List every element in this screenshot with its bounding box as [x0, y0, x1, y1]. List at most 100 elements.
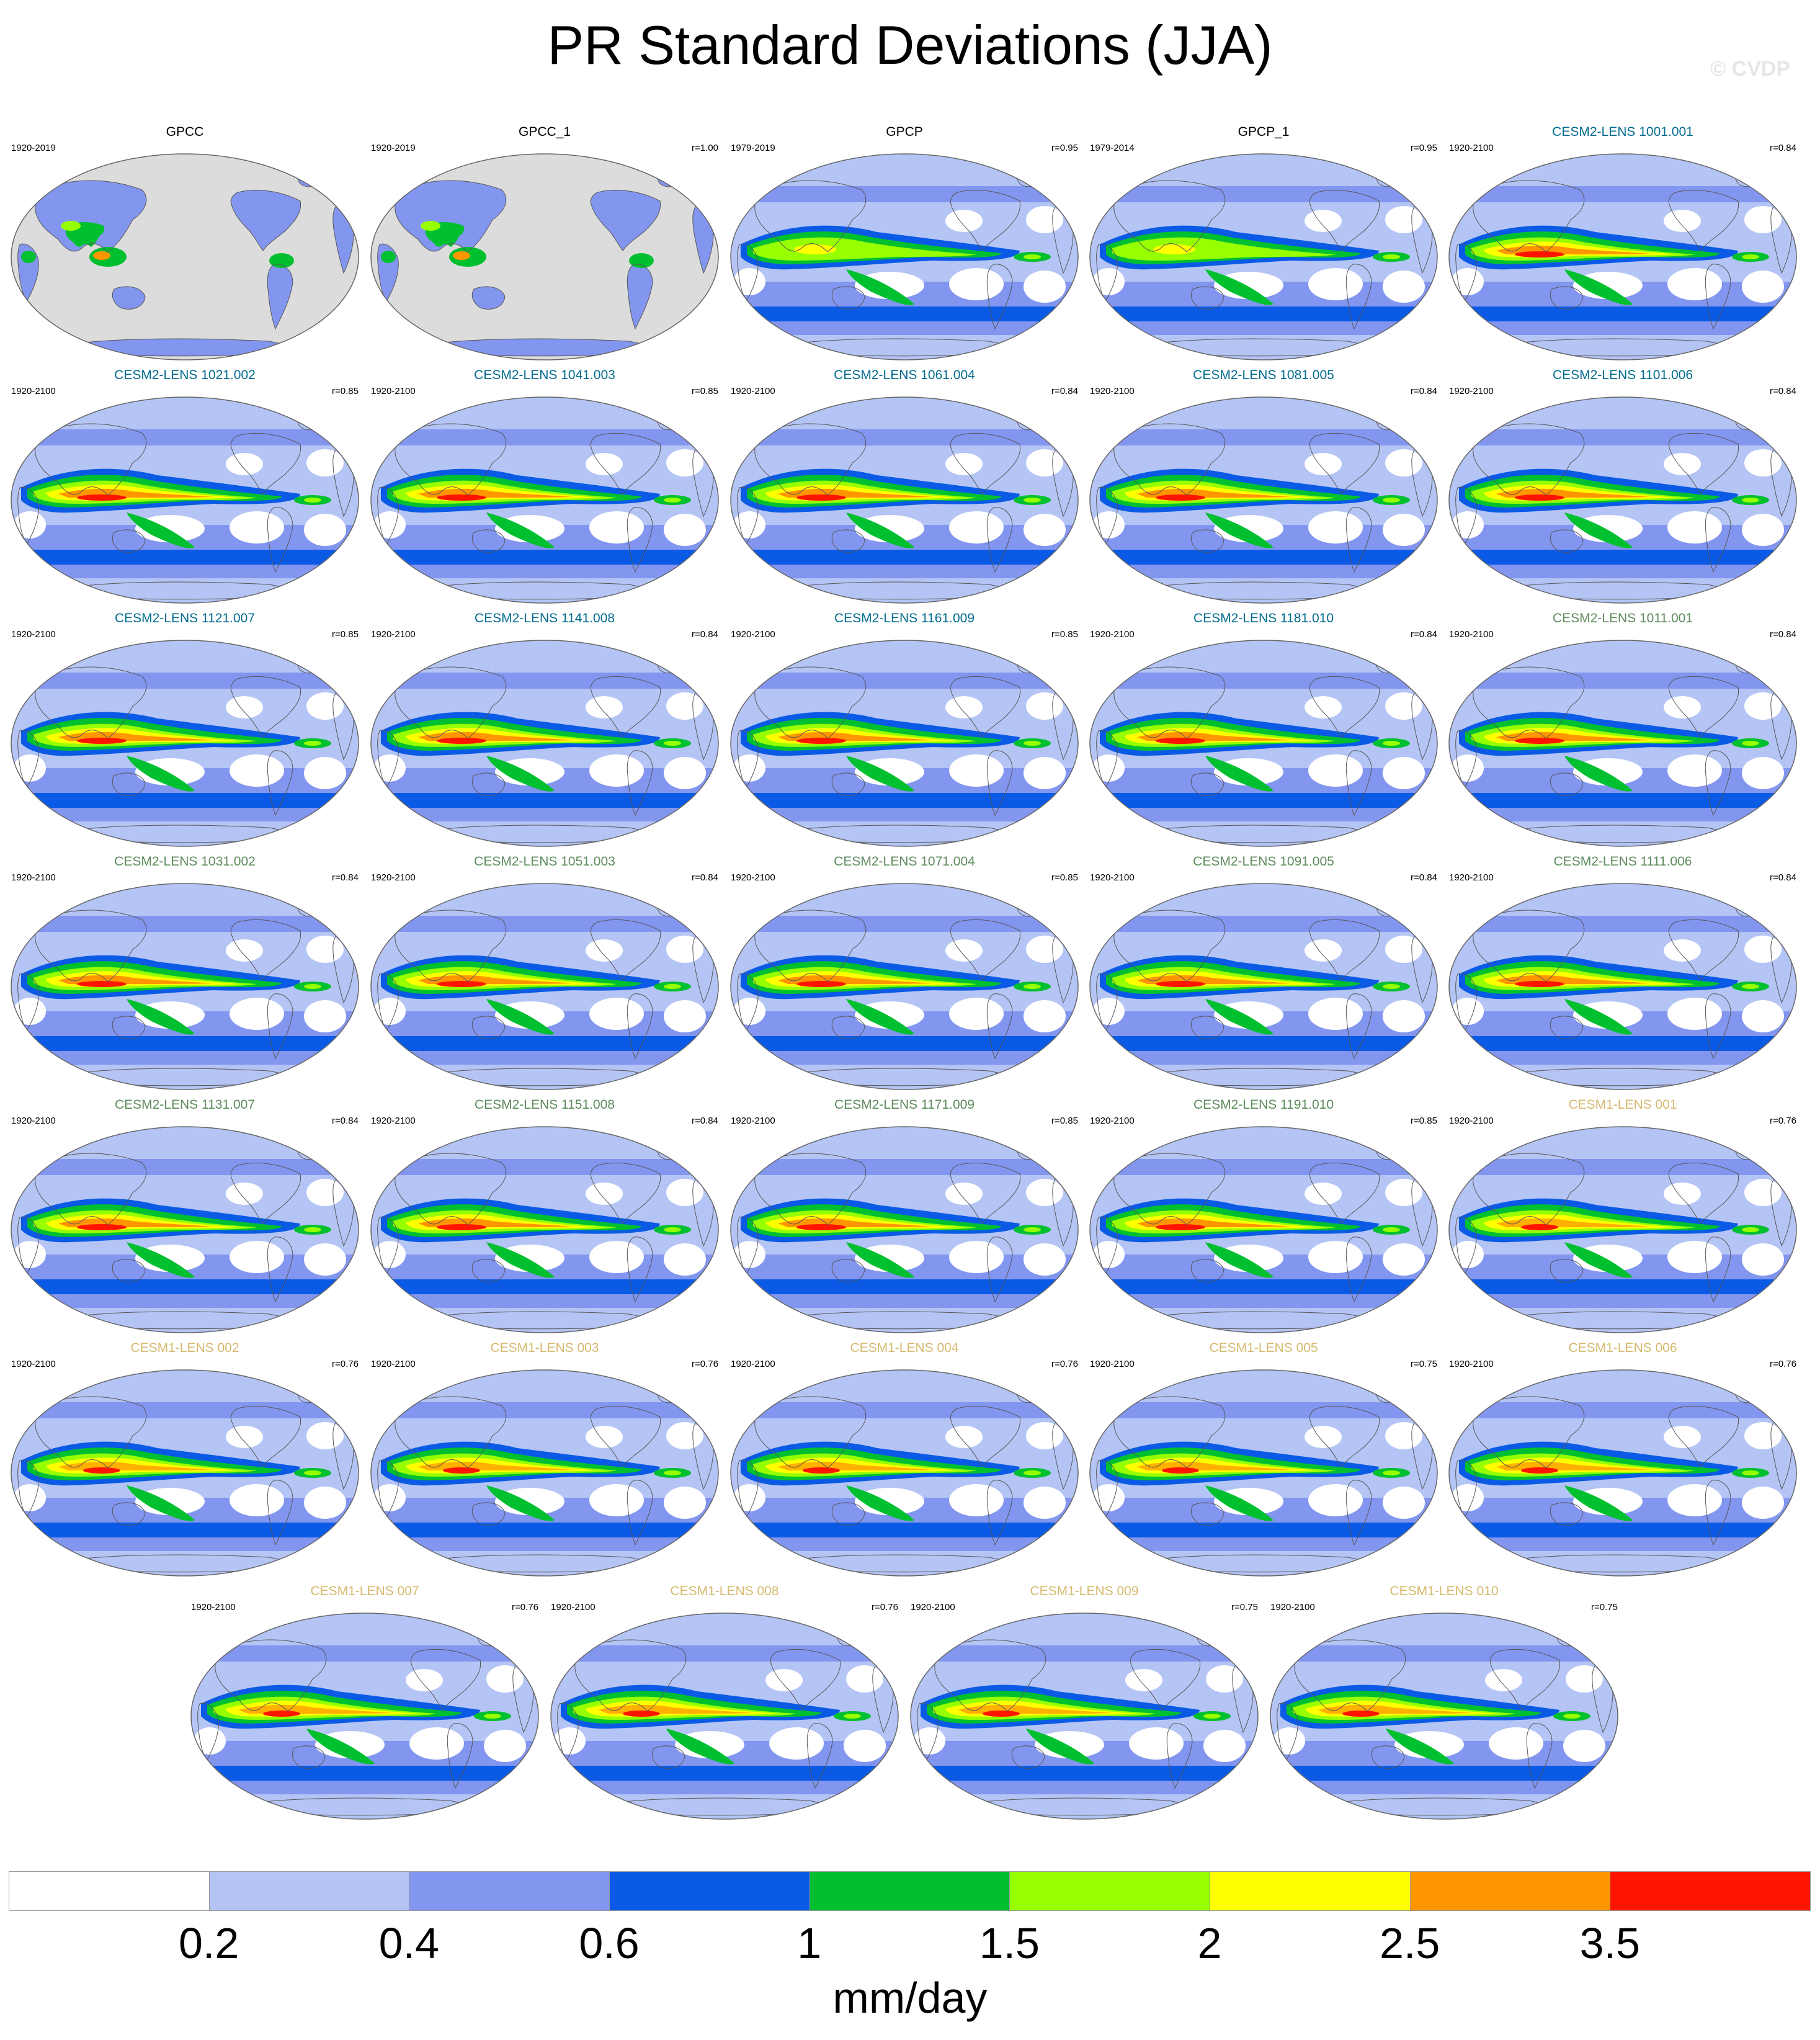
dry-zone-south-africa: [1092, 754, 1125, 782]
atlantic-itcz-core: [664, 1470, 681, 1475]
dry-zone-southeast-pacific: [1308, 268, 1363, 300]
colorbar-tick-label: 1: [797, 1918, 821, 1968]
panel-title: CESM1-LENS 004: [728, 1340, 1081, 1356]
storm-track-band: [1447, 550, 1799, 565]
polar-band: [1268, 1794, 1620, 1822]
dry-zone-south-africa: [1092, 1241, 1125, 1268]
polar-band: [1087, 1551, 1440, 1578]
dry-zone-south-atlantic: [664, 1000, 706, 1032]
polar-band: [1087, 335, 1440, 362]
dry-zone-southeast-pacific: [769, 1727, 824, 1760]
storm-track-band: [9, 793, 361, 808]
dry-zone-north-pacific: [945, 210, 983, 232]
itcz-maximum: [796, 981, 846, 987]
panel-title: CESM1-LENS 006: [1447, 1340, 1799, 1356]
dry-zone-south-africa: [14, 1241, 46, 1268]
polar-band: [1447, 335, 1799, 362]
polar-band: [1087, 821, 1440, 849]
maritime-continent-max: [93, 251, 110, 260]
dry-zone-southeast-pacific: [949, 268, 1004, 300]
dry-zone-south-africa: [733, 1484, 765, 1511]
itcz-maximum: [437, 738, 486, 744]
panel-title: CESM2-LENS 1061.004: [728, 367, 1081, 383]
dry-zone-south-atlantic: [1024, 271, 1066, 303]
panel-title: GPCP_1: [1087, 124, 1440, 140]
itcz-maximum: [1156, 494, 1205, 501]
itcz-maximum: [77, 738, 127, 744]
colorbar-tick-label: 0.6: [579, 1918, 639, 1968]
itcz-maximum: [1515, 251, 1564, 257]
atlantic-itcz-core: [1742, 254, 1759, 259]
atlantic-itcz-core: [1024, 254, 1041, 259]
north-storm-track: [1447, 1402, 1799, 1418]
storm-track-band: [728, 550, 1081, 565]
map-panel: CESM2-LENS 1051.003 1920-2100 r=0.84: [368, 854, 721, 1092]
north-storm-track: [728, 1159, 1081, 1175]
north-storm-track: [368, 673, 721, 689]
itcz-maximum: [1515, 738, 1564, 744]
map-panel: CESM1-LENS 010 1920-2100 r=0.75: [1268, 1583, 1620, 1822]
dry-zone-north-atlantic: [846, 1665, 883, 1693]
itcz-maximum: [437, 494, 486, 501]
dry-zone-north-atlantic: [666, 936, 703, 963]
dry-zone-southeast-pacific: [1667, 1241, 1722, 1273]
atlantic-itcz-core: [1024, 498, 1041, 503]
map-panel: CESM2-LENS 1131.007 1920-2100 r=0.84: [9, 1097, 361, 1335]
storm-track-band: [1087, 1523, 1440, 1537]
atlantic-itcz-core: [304, 1227, 321, 1232]
storm-track-band: [1087, 306, 1440, 321]
panel-title: CESM1-LENS 010: [1268, 1583, 1620, 1599]
dry-zone-south-africa: [1452, 1484, 1484, 1511]
north-storm-track: [728, 186, 1081, 202]
panel-title: CESM1-LENS 003: [368, 1340, 721, 1356]
itcz-maximum: [983, 1711, 1020, 1717]
dry-zone-south-africa: [1452, 511, 1484, 539]
itcz-maximum: [1515, 981, 1564, 987]
north-storm-track: [1268, 1645, 1620, 1662]
dry-zone-southeast-pacific: [1667, 511, 1722, 544]
dry-zone-south-africa: [733, 1241, 765, 1268]
itcz-maximum: [1515, 494, 1564, 501]
atlantic-itcz-core: [304, 741, 321, 746]
map-panel: CESM1-LENS 001 1920-2100 r=0.76: [1447, 1097, 1799, 1335]
panel-title: CESM2-LENS 1051.003: [368, 854, 721, 870]
robinson-map: [368, 881, 721, 1092]
storm-track-band: [368, 1523, 721, 1537]
dry-zone-southeast-pacific: [1308, 754, 1363, 787]
map-panel: CESM2-LENS 1151.008 1920-2100 r=0.84: [368, 1097, 721, 1335]
dry-zone-southeast-pacific: [1129, 1727, 1184, 1760]
dry-zone-south-atlantic: [1383, 1487, 1425, 1519]
dry-zone-south-atlantic: [1742, 1243, 1784, 1276]
dry-zone-south-atlantic: [304, 1243, 346, 1276]
north-storm-track: [1087, 916, 1440, 932]
dry-zone-south-atlantic: [484, 1730, 526, 1762]
north-storm-track: [9, 1402, 361, 1418]
itcz-maximum: [1342, 1711, 1380, 1717]
panel-title: CESM1-LENS 001: [1447, 1097, 1799, 1113]
north-storm-track: [9, 1159, 361, 1175]
storm-track-band: [728, 1036, 1081, 1051]
dry-zone-north-pacific: [1664, 1426, 1701, 1448]
map-panel: CESM2-LENS 1171.009 1920-2100 r=0.85: [728, 1097, 1081, 1335]
dry-zone-north-atlantic: [1026, 206, 1063, 233]
north-storm-track: [9, 916, 361, 932]
dry-zone-south-africa: [1092, 511, 1125, 539]
map-panel: GPCP 1979-2019 r=0.95: [728, 124, 1081, 362]
robinson-map: [728, 395, 1081, 606]
itcz-maximum: [443, 1467, 480, 1474]
dry-zone-southeast-pacific: [589, 1484, 644, 1516]
storm-track-band: [368, 793, 721, 808]
dry-zone-south-atlantic: [1563, 1730, 1605, 1762]
north-storm-track: [1087, 1402, 1440, 1418]
panel-title: CESM1-LENS 009: [908, 1583, 1260, 1599]
dry-zone-southeast-pacific: [1667, 754, 1722, 787]
dry-zone-south-atlantic: [1024, 514, 1066, 546]
north-storm-track: [1087, 1159, 1440, 1175]
map-panel: CESM1-LENS 003 1920-2100 r=0.76: [368, 1340, 721, 1578]
map-panel: CESM1-LENS 007 1920-2100 r=0.76: [189, 1583, 541, 1822]
itcz-maximum: [623, 1711, 660, 1717]
itcz-maximum: [796, 1224, 846, 1230]
central-america-fill: [269, 253, 294, 268]
atlantic-itcz-core: [664, 1227, 681, 1232]
colorbar-segment: [810, 1871, 1010, 1911]
